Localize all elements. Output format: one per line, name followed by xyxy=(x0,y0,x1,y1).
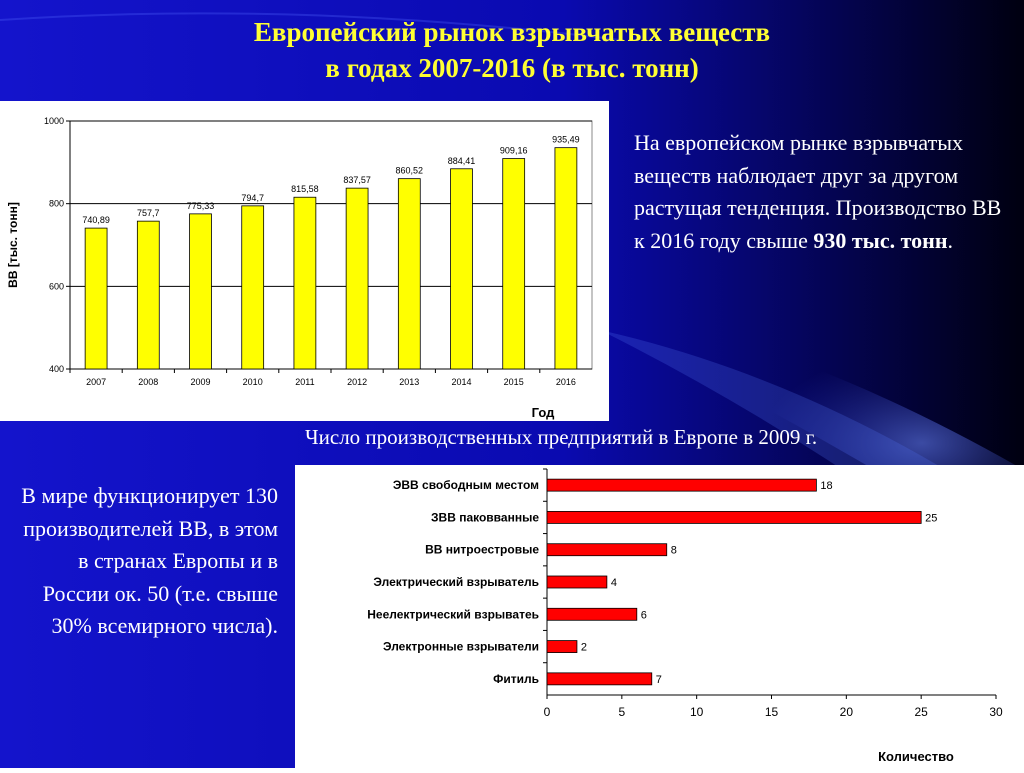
y-tick-label: ЗВВ паковванные xyxy=(431,510,539,524)
bar-value-label: 18 xyxy=(820,480,832,492)
x-tick-label: 20 xyxy=(840,705,854,719)
x-axis-label: Год xyxy=(532,405,555,420)
bar-value-label: 25 xyxy=(925,512,937,524)
bar xyxy=(546,672,653,686)
bar xyxy=(554,147,578,370)
bar xyxy=(502,158,526,370)
x-tick-label: 2014 xyxy=(451,377,471,387)
production-bar-chart: 400 600 800 1000 740,89 2007 757,7 2008 775,33 20… xyxy=(6,116,593,420)
bar-value-label: 2 xyxy=(581,642,587,654)
x-tick-label: 2007 xyxy=(86,377,106,387)
bar xyxy=(546,640,578,653)
bar xyxy=(546,478,817,492)
world-producers-text: В мире функционирует 130 производителей … xyxy=(21,483,278,638)
x-tick-label: 2009 xyxy=(190,377,210,387)
bar-value-label: 860,52 xyxy=(396,166,424,176)
x-tick-label: 2011 xyxy=(295,377,314,387)
bar-value-label: 837,57 xyxy=(343,175,371,185)
y-tick-label: 800 xyxy=(49,199,64,209)
bar xyxy=(546,543,668,557)
enterprises-chart-panel: 0 5 10 15 20 25 30 18 ЭВВ свободным местом 25 ЗВВ … xyxy=(295,465,1024,768)
x-tick-label: 0 xyxy=(544,705,551,719)
x-tick-label: 5 xyxy=(618,705,625,719)
slide-title: Европейский рынок взрывчатых веществ в г… xyxy=(0,14,1024,86)
x-tick-label: 2013 xyxy=(399,377,419,387)
bar-value-label: 6 xyxy=(641,609,647,621)
x-tick-label: 2008 xyxy=(138,377,158,387)
enterprises-caption: Число производственных предприятий в Евр… xyxy=(305,425,818,449)
bar-value-label: 4 xyxy=(611,577,617,589)
bar xyxy=(293,196,317,370)
y-tick-label: Неелектрический взрыватеь xyxy=(367,607,539,621)
x-tick-label: 25 xyxy=(914,705,928,719)
bar-value-label: 775,33 xyxy=(187,201,215,211)
title-line-2: в годах 2007-2016 (в тыс. тонн) xyxy=(325,53,699,83)
y-tick-label: ВВ нитроестровые xyxy=(425,543,539,557)
bar xyxy=(546,607,638,621)
x-tick-label: 2016 xyxy=(556,377,576,387)
bar xyxy=(546,511,922,524)
title-line-1: Европейский рынок взрывчатых веществ xyxy=(253,17,771,47)
bar-value-label: 8 xyxy=(671,545,677,557)
x-tick-label: 2012 xyxy=(347,377,367,387)
bar-value-label: 909,16 xyxy=(500,146,528,156)
bar-value-label: 884,41 xyxy=(448,156,476,166)
x-tick-label: 30 xyxy=(989,705,1003,719)
bar-value-label: 757,7 xyxy=(137,208,160,218)
bar-value-label: 794,7 xyxy=(241,193,264,203)
market-trend-text-end: . xyxy=(947,227,954,253)
enterprises-bar-chart: 0 5 10 15 20 25 30 18 ЭВВ свободным местом 25 ЗВВ … xyxy=(367,468,1003,764)
bar xyxy=(397,178,421,370)
bar-value-label: 740,89 xyxy=(82,215,110,225)
bar xyxy=(241,205,265,370)
y-axis-label: ВВ [тыс. тонн] xyxy=(6,202,20,288)
bar-value-label: 935,49 xyxy=(552,135,580,145)
market-trend-highlight: 930 тыс. тонн xyxy=(813,227,948,253)
y-tick-label: 1000 xyxy=(44,116,64,126)
bar xyxy=(450,168,473,370)
bar xyxy=(84,227,108,370)
market-trend-text: На европейском рынке взрывчатых веществ … xyxy=(634,127,1014,257)
y-tick-label: ЭВВ свободным местом xyxy=(393,478,539,492)
bar xyxy=(345,187,369,370)
y-tick-label: 400 xyxy=(49,364,64,374)
production-chart-panel: 400 600 800 1000 740,89 2007 757,7 2008 775,33 20… xyxy=(0,101,609,421)
bar-value-label: 7 xyxy=(656,674,662,686)
x-tick-label: 10 xyxy=(690,705,704,719)
x-tick-label: 15 xyxy=(765,705,779,719)
bar xyxy=(189,213,212,370)
bar-value-label: 815,58 xyxy=(291,184,319,194)
y-tick-label: Электронные взрыватели xyxy=(383,640,539,654)
market-trend-text-main: На европейском рынке взрывчатых веществ … xyxy=(634,130,1002,253)
bar xyxy=(136,220,160,370)
y-tick-label: 600 xyxy=(49,281,64,291)
x-tick-label: 2015 xyxy=(504,377,524,387)
x-axis-label: Количество xyxy=(878,749,954,764)
x-tick-label: 2010 xyxy=(243,377,263,387)
y-tick-label: Электрический взрыватель xyxy=(373,575,539,589)
y-tick-label: Фитиль xyxy=(493,672,539,686)
bar xyxy=(546,575,608,589)
